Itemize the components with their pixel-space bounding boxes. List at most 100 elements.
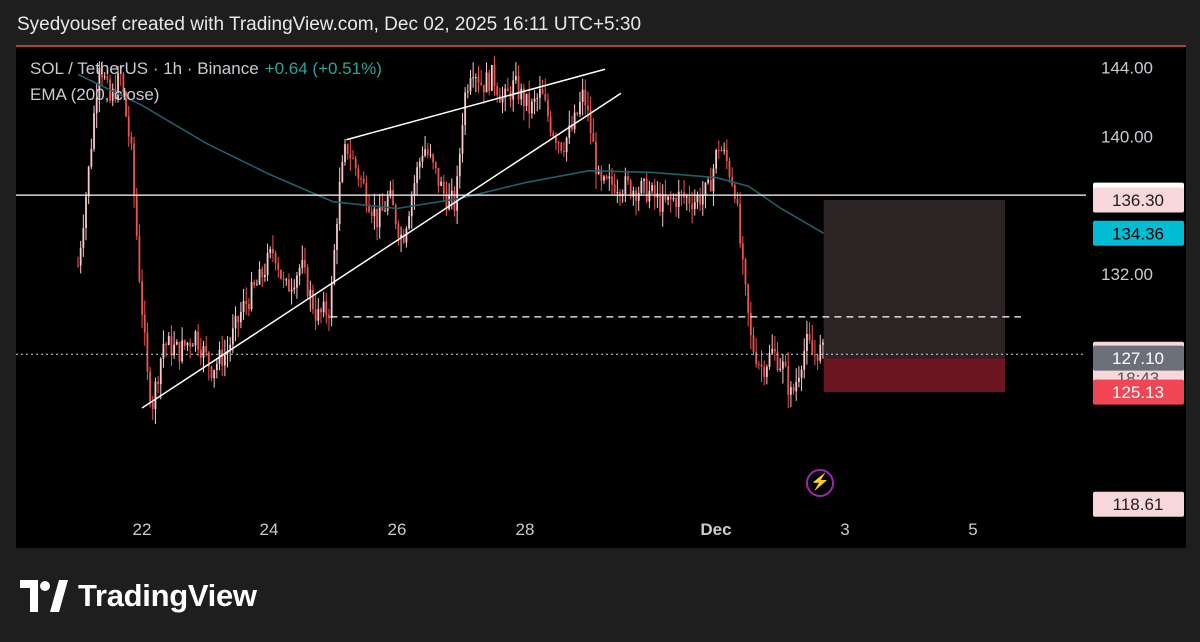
candle — [277, 256, 280, 278]
x-tick-label: 26 — [388, 520, 407, 539]
x-tick-label: 24 — [260, 520, 279, 539]
tradingview-logo-icon — [20, 580, 68, 612]
candle — [189, 338, 192, 359]
candle — [95, 82, 98, 129]
candle — [760, 350, 763, 382]
candle — [637, 186, 640, 211]
candle — [773, 336, 776, 361]
candle — [461, 112, 464, 163]
candle — [210, 365, 213, 382]
candle — [338, 167, 341, 231]
candle — [629, 178, 632, 200]
candle — [426, 142, 429, 159]
candle — [186, 341, 189, 352]
candle — [806, 320, 808, 365]
candle — [386, 190, 389, 216]
candle — [474, 73, 477, 93]
candle — [496, 82, 499, 103]
stop-zone — [823, 358, 1005, 393]
candle — [482, 84, 485, 104]
ema-indicator-label: EMA (200, close) — [30, 85, 160, 104]
candle — [165, 341, 168, 358]
candle — [509, 86, 512, 108]
candle — [691, 191, 693, 224]
candle — [632, 186, 635, 206]
candle — [325, 292, 328, 324]
candle — [437, 168, 440, 193]
candle — [215, 358, 218, 379]
candle — [288, 273, 290, 292]
candle — [320, 307, 322, 324]
price-chart[interactable]: 144.00140.00132.00136.58136.30134.36127.… — [16, 45, 1186, 548]
candle — [237, 315, 240, 338]
candle — [504, 83, 507, 112]
chart-legend: SOL / TetherUS · 1h · Binance +0.64 (+0.5… — [30, 59, 382, 105]
candle — [440, 176, 443, 187]
candle — [707, 177, 710, 185]
candle — [795, 368, 798, 401]
candle — [346, 143, 349, 160]
footer-branding: TradingView — [20, 578, 257, 614]
candle — [117, 65, 119, 103]
candle — [557, 140, 560, 154]
candle — [717, 140, 720, 159]
candle — [269, 246, 272, 259]
candle — [365, 175, 368, 213]
candle — [293, 279, 296, 294]
candle — [477, 65, 480, 93]
candle — [501, 86, 504, 114]
candle — [485, 62, 488, 93]
candle — [282, 271, 285, 289]
candle — [814, 339, 816, 366]
svg-text:134.36: 134.36 — [1112, 224, 1164, 243]
candle — [77, 256, 79, 268]
candle — [309, 280, 312, 312]
candle — [103, 72, 106, 80]
candle — [381, 192, 384, 212]
candle — [808, 322, 811, 344]
candle — [763, 360, 766, 386]
candle — [90, 138, 93, 170]
candle — [194, 330, 197, 352]
candle — [127, 105, 130, 147]
price-tag-118-61: 118.61 — [1093, 491, 1184, 517]
candle — [701, 180, 704, 216]
candle — [616, 179, 619, 204]
candle — [234, 306, 237, 342]
candle — [197, 324, 200, 357]
candle — [693, 189, 696, 216]
candle — [304, 247, 306, 274]
candle — [418, 157, 421, 180]
candle — [560, 141, 563, 154]
candle — [79, 240, 82, 274]
lightning-icon[interactable]: ⚡ — [806, 469, 834, 497]
candle — [680, 189, 683, 206]
candle — [725, 139, 728, 170]
candle — [314, 295, 317, 331]
candle — [360, 175, 362, 188]
symbol-label: SOL / TetherUS · 1h · Binance — [30, 59, 259, 78]
price-tag-136-30: 136.30 — [1093, 187, 1184, 213]
candle — [547, 93, 549, 123]
candle — [413, 175, 416, 210]
candle — [651, 182, 653, 194]
candle — [167, 331, 170, 346]
candle — [392, 179, 394, 206]
candle — [442, 174, 445, 203]
candle — [242, 288, 245, 320]
candle — [488, 69, 491, 96]
candle — [712, 164, 715, 207]
svg-text:125.13: 125.13 — [1112, 383, 1164, 402]
candle — [458, 147, 461, 189]
candle — [173, 331, 176, 359]
candle — [506, 77, 509, 92]
candle — [290, 278, 293, 305]
candle — [119, 66, 122, 86]
candle — [213, 369, 216, 388]
candle — [627, 170, 629, 185]
candle — [170, 325, 173, 367]
candle — [539, 76, 541, 110]
candle — [733, 181, 736, 204]
candle — [608, 163, 611, 191]
chart-panel[interactable]: 144.00140.00132.00136.58136.30134.36127.… — [16, 45, 1186, 548]
